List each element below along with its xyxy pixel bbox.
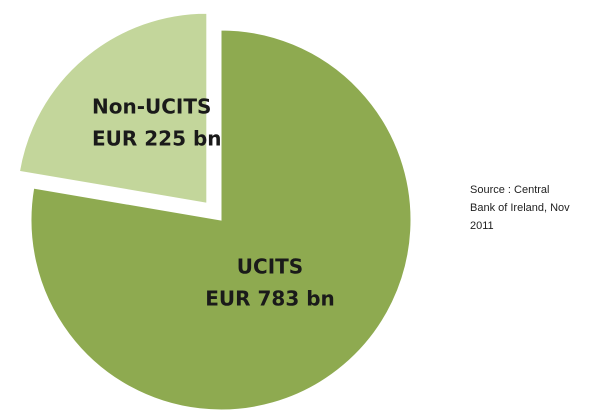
slice-category-label: UCITS [237,255,303,279]
slice-value-label: EUR 783 bn [205,287,335,311]
pie-slice [18,12,208,204]
slice-category-label: Non-UCITS [92,95,211,119]
slice-value-label: EUR 225 bn [92,127,222,151]
source-note: Source : Central Bank of Ireland, Nov 20… [470,184,570,232]
pie-slice [30,29,412,410]
